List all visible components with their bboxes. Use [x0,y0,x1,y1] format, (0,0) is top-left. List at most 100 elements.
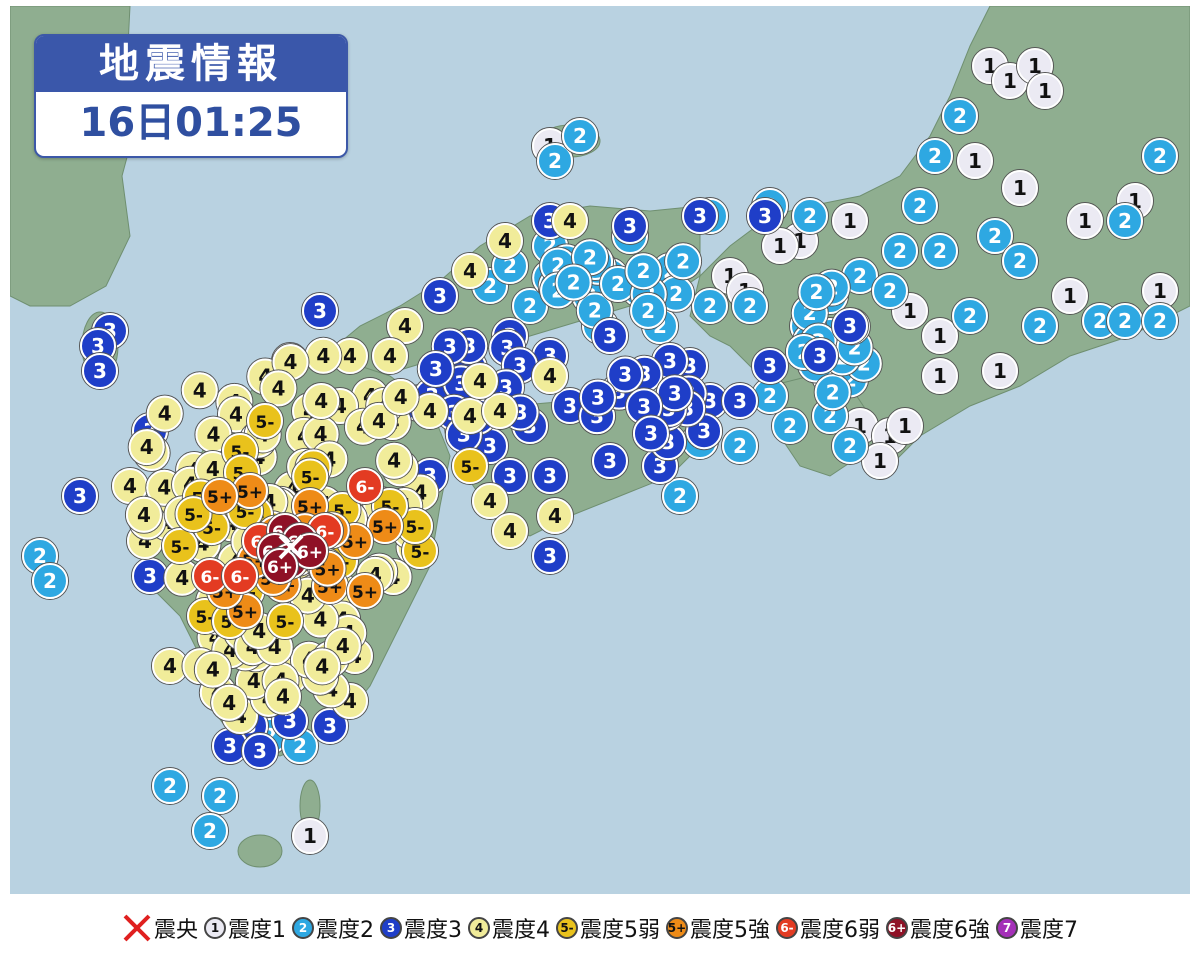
station-marker-s1[interactable]: 1 [921,357,959,395]
station-marker-s1[interactable]: 1 [1051,277,1089,315]
station-marker-s2[interactable]: 2 [871,272,909,310]
station-marker-s3[interactable]: 3 [655,374,694,413]
station-marker-s5m[interactable]: 5- [174,495,213,534]
station-marker-s3[interactable]: 3 [578,378,617,417]
station-marker-s4[interactable]: 4 [371,337,409,375]
station-marker-s1[interactable]: 1 [921,317,959,355]
station-marker-s4[interactable]: 4 [386,307,424,345]
station-marker-s4[interactable]: 4 [491,512,529,550]
station-marker-s4[interactable]: 4 [127,428,166,467]
station-marker-s3[interactable]: 3 [606,355,645,394]
station-marker-s1[interactable]: 1 [956,142,994,180]
station-marker-s3[interactable]: 3 [751,347,789,385]
station-marker-s2[interactable]: 2 [629,291,668,330]
station-marker-s4[interactable]: 4 [411,392,449,430]
station-marker-s4[interactable]: 4 [180,371,219,410]
station-marker-s5m[interactable]: 5- [246,402,284,440]
station-marker-s4[interactable]: 4 [451,252,489,290]
station-marker-s1[interactable]: 1 [291,817,329,855]
station-marker-s2[interactable]: 2 [1141,302,1179,340]
station-marker-s4[interactable]: 4 [303,647,342,686]
station-marker-s2[interactable]: 2 [797,273,836,312]
station-marker-s6m[interactable]: 6- [191,557,229,595]
station-marker-s3[interactable]: 3 [61,477,99,515]
station-marker-s2[interactable]: 2 [1001,242,1039,280]
station-marker-s4[interactable]: 4 [486,222,524,260]
station-marker-s3[interactable]: 3 [721,382,759,420]
station-marker-s3[interactable]: 3 [81,352,119,390]
station-marker-s4[interactable]: 4 [304,336,343,375]
station-marker-s1[interactable]: 1 [861,442,899,480]
station-marker-s3[interactable]: 3 [746,197,784,235]
station-marker-s2[interactable]: 2 [951,297,989,335]
station-marker-s2[interactable]: 2 [791,197,829,235]
station-marker-s4[interactable]: 4 [461,362,499,400]
station-marker-s1[interactable]: 1 [1026,72,1064,110]
station-marker-s3[interactable]: 3 [801,337,839,375]
station-marker-s3[interactable]: 3 [241,732,279,770]
station-marker-s5p[interactable]: 5+ [231,472,269,510]
station-marker-s2[interactable]: 2 [691,287,729,325]
station-marker-s2[interactable]: 2 [901,187,939,225]
station-marker-s3[interactable]: 3 [416,349,455,388]
station-marker-s5m[interactable]: 5- [161,527,199,565]
station-marker-s4[interactable]: 4 [331,337,369,375]
station-marker-s2[interactable]: 2 [561,117,599,155]
station-marker-s4[interactable]: 4 [551,202,589,240]
station-marker-s2[interactable]: 2 [771,407,809,445]
station-marker-s2[interactable]: 2 [661,477,699,515]
station-marker-s3[interactable]: 3 [131,557,169,595]
station-marker-s2[interactable]: 2 [721,427,759,465]
station-marker-s2[interactable]: 2 [813,373,852,412]
station-marker-s2[interactable]: 2 [624,252,663,291]
station-marker-s4[interactable]: 4 [259,369,298,408]
station-marker-s5p[interactable]: 5+ [346,572,384,610]
station-marker-s2[interactable]: 2 [1021,307,1059,345]
station-marker-s3[interactable]: 3 [631,414,670,453]
station-marker-s3[interactable]: 3 [611,207,649,245]
station-marker-s2[interactable]: 2 [1141,137,1179,175]
station-marker-s3[interactable]: 3 [591,442,629,480]
station-marker-s3[interactable]: 3 [531,537,569,575]
station-marker-s4[interactable]: 4 [194,415,233,454]
station-marker-s4[interactable]: 4 [375,441,414,480]
station-marker-s4[interactable]: 4 [263,677,302,716]
station-marker-s2[interactable]: 2 [941,97,979,135]
station-marker-s2[interactable]: 2 [881,232,919,270]
station-marker-s1[interactable]: 1 [886,407,924,445]
station-marker-s3[interactable]: 3 [531,457,569,495]
station-marker-s4[interactable]: 4 [481,392,519,430]
station-marker-s2[interactable]: 2 [657,274,696,313]
station-marker-s2[interactable]: 2 [201,777,239,815]
station-marker-s2[interactable]: 2 [841,257,879,295]
station-marker-s5p[interactable]: 5+ [226,592,264,630]
station-marker-s4[interactable]: 4 [471,482,509,520]
station-marker-s4[interactable]: 4 [145,394,184,433]
station-marker-s1[interactable]: 1 [1066,202,1104,240]
station-marker-s3[interactable]: 3 [591,317,629,355]
station-marker-s3[interactable]: 3 [681,197,719,235]
station-marker-s4[interactable]: 4 [193,650,232,689]
station-marker-s3[interactable]: 3 [491,457,529,495]
station-marker-s2[interactable]: 2 [1106,302,1144,340]
station-marker-s4[interactable]: 4 [531,357,569,395]
station-marker-s2[interactable]: 2 [921,232,959,270]
station-marker-s5p[interactable]: 5+ [201,477,239,515]
station-marker-s2[interactable]: 2 [976,217,1014,255]
station-marker-s1[interactable]: 1 [981,352,1019,390]
station-marker-s6p[interactable]: 6+ [261,547,299,585]
station-marker-s4[interactable]: 4 [536,497,574,535]
station-marker-s5m[interactable]: 5- [396,507,434,545]
station-marker-s4[interactable]: 4 [302,381,341,420]
station-marker-s3[interactable]: 3 [311,707,349,745]
station-marker-s2[interactable]: 2 [731,287,769,325]
station-marker-s6m[interactable]: 6- [346,467,384,505]
station-marker-s5m[interactable]: 5- [451,447,489,485]
station-marker-s4[interactable]: 4 [210,683,249,722]
station-marker-s2[interactable]: 2 [916,137,954,175]
station-marker-s3[interactable]: 3 [301,292,339,330]
station-marker-s4[interactable]: 4 [124,495,163,534]
station-marker-s6p[interactable]: 6+ [291,532,329,570]
station-marker-s2[interactable]: 2 [31,562,69,600]
station-marker-s2[interactable]: 2 [191,812,229,850]
